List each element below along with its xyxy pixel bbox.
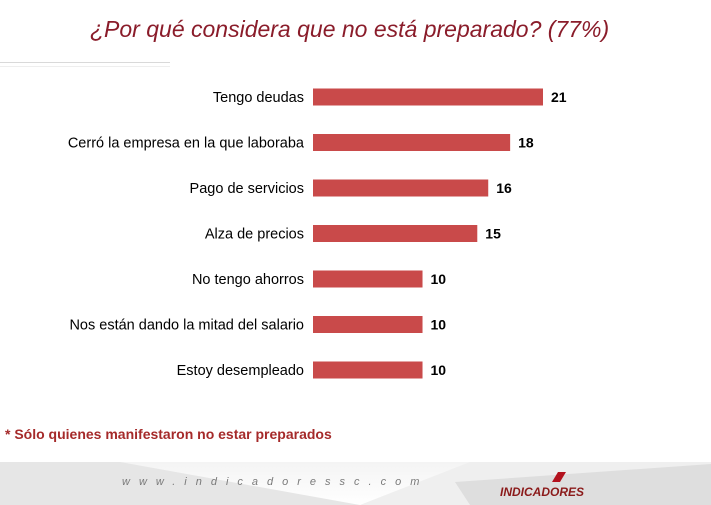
- bar-chart: Tengo deudas 21 Cerró la empresa en la que…: [68, 88, 567, 379]
- bar: [313, 361, 423, 379]
- data-label: 10: [431, 362, 447, 378]
- chart-title: ¿Por qué considera que no está preparado…: [90, 16, 610, 42]
- logo-text: INDICADORES: [500, 485, 584, 499]
- bar: [313, 134, 511, 151]
- category-label: Estoy desempleado: [177, 363, 304, 379]
- data-label: 15: [485, 226, 501, 242]
- website-url[interactable]: www.indicadoressc.com: [122, 476, 429, 488]
- data-label: 16: [496, 180, 512, 196]
- data-label: 10: [431, 317, 447, 333]
- data-label: 21: [551, 89, 567, 105]
- title-divider-secondary: [0, 66, 170, 67]
- footnote: * Sólo quienes manifestaron no estar pre…: [5, 426, 332, 442]
- logo-mark-icon: [552, 472, 566, 482]
- footer-wedge-decoration: [0, 462, 711, 505]
- category-label: Cerró la empresa en la que laboraba: [68, 136, 305, 152]
- bar: [313, 270, 423, 288]
- bar: [313, 179, 489, 197]
- bar: [313, 316, 423, 333]
- data-label: 10: [431, 271, 447, 287]
- category-label: Tengo deudas: [213, 90, 304, 106]
- title-divider: [0, 62, 170, 63]
- bar: [313, 225, 478, 242]
- indicadores-logo: INDICADORES: [500, 472, 584, 499]
- bar: [313, 88, 543, 106]
- data-label: 18: [518, 135, 534, 151]
- category-label: Alza de precios: [205, 227, 304, 243]
- category-label: Pago de servicios: [190, 181, 304, 197]
- category-label: No tengo ahorros: [192, 272, 304, 288]
- category-label: Nos están dando la mitad del salario: [69, 318, 304, 334]
- footer-band: [0, 462, 711, 505]
